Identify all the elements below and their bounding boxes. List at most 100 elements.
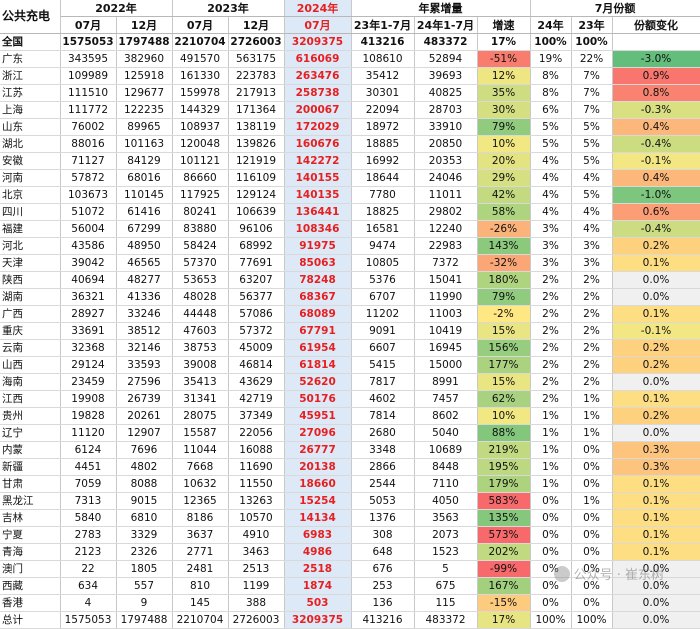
cell-s23: 2% bbox=[571, 305, 613, 323]
cell-c24: 22983 bbox=[414, 237, 478, 255]
cell-s24: 0% bbox=[530, 492, 572, 510]
cell-s23: 4% bbox=[571, 203, 613, 221]
cell-y23_12: 63207 bbox=[228, 271, 285, 289]
header-2024: 2024年 bbox=[284, 0, 352, 17]
cell-c23: 9474 bbox=[351, 237, 415, 255]
table-row: 江西 19908 26739 31341 42719 50176 4602 7457 62% 2%… bbox=[0, 390, 700, 408]
cell-y22_12: 382960 bbox=[116, 50, 173, 68]
table-row: 广东 343595 382960 491570 563175 616069 108610 52… bbox=[0, 50, 700, 68]
table-header: 公共充电 2022年 2023年 2024年 年累增量 7月份额 07月 12月… bbox=[0, 0, 700, 34]
cell-y23_07: 161330 bbox=[172, 67, 229, 85]
table-row: 宁夏 2783 3329 3637 4910 6983 308 2073 573% 0% 0% 0.1… bbox=[0, 526, 700, 544]
cell-c24: 11990 bbox=[414, 288, 478, 306]
cell-s24: 8% bbox=[530, 67, 572, 85]
cell-c24: 7110 bbox=[414, 475, 478, 493]
cell-s24: 2% bbox=[530, 271, 572, 289]
cell-c24: 15041 bbox=[414, 271, 478, 289]
cell-growth: 15% bbox=[477, 373, 531, 391]
cell-c24: 12240 bbox=[414, 220, 478, 238]
cell-c23: 413216 bbox=[351, 33, 415, 51]
cell-y23_12: 68992 bbox=[228, 237, 285, 255]
cell-growth: 17% bbox=[477, 33, 531, 51]
cell-y24_07: 3209375 bbox=[284, 33, 352, 51]
cell-y24_07: 200067 bbox=[284, 101, 352, 119]
cell-s24: 1% bbox=[530, 441, 572, 459]
cell-chg: 0.0% bbox=[612, 424, 700, 442]
cell-y22_07: 7059 bbox=[60, 475, 117, 493]
cell-s24: 19% bbox=[530, 50, 572, 68]
sub-2022-07: 07月 bbox=[60, 16, 117, 34]
cell-y24_07: 616069 bbox=[284, 50, 352, 68]
cell-s24: 8% bbox=[530, 84, 572, 102]
cell-y24_07: 61954 bbox=[284, 339, 352, 357]
cell-name: 河南 bbox=[0, 169, 61, 187]
cell-y23_07: 28075 bbox=[172, 407, 229, 425]
table-row: 黑龙江 7313 9015 12365 13263 15254 5053 4050 583% 0%… bbox=[0, 492, 700, 510]
cell-y22_07: 109989 bbox=[60, 67, 117, 85]
table-row: 甘肃 7059 8088 10632 11550 18660 2544 7110 179% 1% 0… bbox=[0, 475, 700, 493]
cell-y22_07: 39042 bbox=[60, 254, 117, 272]
table-row: 全国 1575053 1797488 2210704 2726003 3209375 413… bbox=[0, 33, 700, 51]
cell-y22_12: 8088 bbox=[116, 475, 173, 493]
table-row: 吉林 5840 6810 8186 10570 14134 1376 3563 135% 0% 0%… bbox=[0, 509, 700, 527]
cell-chg: -0.4% bbox=[612, 220, 700, 238]
cell-growth: 10% bbox=[477, 135, 531, 153]
cell-chg: -0.4% bbox=[612, 135, 700, 153]
cell-y22_07: 19908 bbox=[60, 390, 117, 408]
cell-y23_07: 159978 bbox=[172, 84, 229, 102]
cell-s23: 5% bbox=[571, 186, 613, 204]
cell-name: 西藏 bbox=[0, 577, 61, 595]
table-row: 贵州 19828 20261 28075 37349 45951 7814 8602 10% 1%… bbox=[0, 407, 700, 425]
cell-growth: 12% bbox=[477, 67, 531, 85]
cell-s23: 1% bbox=[571, 407, 613, 425]
cell-c24: 40825 bbox=[414, 84, 478, 102]
cell-s24: 5% bbox=[530, 118, 572, 136]
cell-y22_07: 6124 bbox=[60, 441, 117, 459]
cell-chg: 0.0% bbox=[612, 594, 700, 612]
cell-y24_07: 67791 bbox=[284, 322, 352, 340]
cell-name: 云南 bbox=[0, 339, 61, 357]
cell-name: 河北 bbox=[0, 237, 61, 255]
cell-chg: 0.1% bbox=[612, 305, 700, 323]
cell-y23_07: 48028 bbox=[172, 288, 229, 306]
cell-y23_07: 83880 bbox=[172, 220, 229, 238]
cell-c24: 11011 bbox=[414, 186, 478, 204]
cell-c23: 18825 bbox=[351, 203, 415, 221]
cell-s23: 0% bbox=[571, 475, 613, 493]
cell-y24_07: 18660 bbox=[284, 475, 352, 493]
table-row: 内蒙 6124 7696 11044 16088 26777 3348 10689 219% 1%… bbox=[0, 441, 700, 459]
cell-y23_12: 57086 bbox=[228, 305, 285, 323]
cell-chg: -3.0% bbox=[612, 50, 700, 68]
cell-s24: 0% bbox=[530, 560, 572, 578]
cell-c23: 18885 bbox=[351, 135, 415, 153]
cell-s23: 100% bbox=[571, 33, 613, 51]
cell-s23: 1% bbox=[571, 424, 613, 442]
cell-y24_07: 50176 bbox=[284, 390, 352, 408]
cell-c23: 676 bbox=[351, 560, 415, 578]
cell-y22_12: 122235 bbox=[116, 101, 173, 119]
cell-c24: 10689 bbox=[414, 441, 478, 459]
cell-growth: 135% bbox=[477, 509, 531, 527]
cell-y23_07: 3637 bbox=[172, 526, 229, 544]
cell-c24: 16945 bbox=[414, 339, 478, 357]
cell-chg: 0.0% bbox=[612, 611, 700, 629]
cell-c23: 2866 bbox=[351, 458, 415, 476]
cell-c23: 16992 bbox=[351, 152, 415, 170]
cell-c23: 3348 bbox=[351, 441, 415, 459]
cell-y24_07: 27096 bbox=[284, 424, 352, 442]
cell-y24_07: 6983 bbox=[284, 526, 352, 544]
cell-y23_12: 1199 bbox=[228, 577, 285, 595]
cell-y24_07: 136441 bbox=[284, 203, 352, 221]
cell-y22_12: 1797488 bbox=[116, 33, 173, 51]
cell-chg: 0.1% bbox=[612, 390, 700, 408]
cell-growth: -32% bbox=[477, 254, 531, 272]
cell-name: 青海 bbox=[0, 543, 61, 561]
cell-growth: -26% bbox=[477, 220, 531, 238]
cell-c24: 8448 bbox=[414, 458, 478, 476]
cell-y22_12: 101163 bbox=[116, 135, 173, 153]
sub-2022-12: 12月 bbox=[116, 16, 173, 34]
cell-growth: 143% bbox=[477, 237, 531, 255]
cell-y23_07: 2771 bbox=[172, 543, 229, 561]
cell-c24: 2073 bbox=[414, 526, 478, 544]
cell-y22_07: 57872 bbox=[60, 169, 117, 187]
